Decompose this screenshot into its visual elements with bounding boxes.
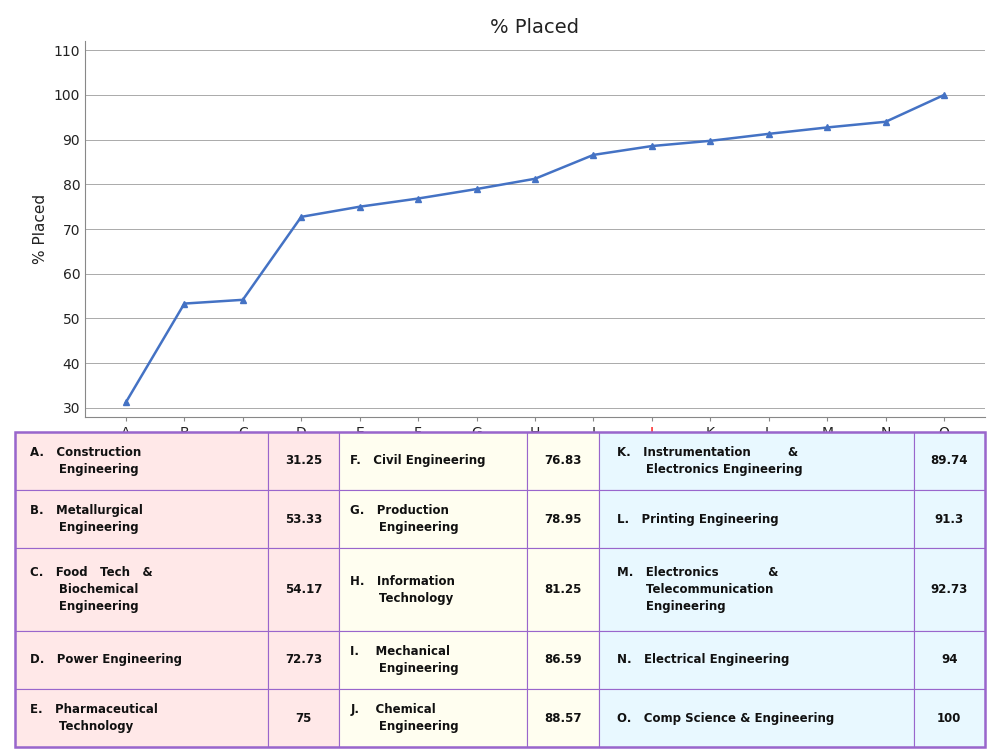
Text: 76.83: 76.83 xyxy=(544,454,582,467)
Text: 31.25: 31.25 xyxy=(285,454,322,467)
Text: 72.73: 72.73 xyxy=(285,653,322,666)
Text: 81.25: 81.25 xyxy=(544,583,582,596)
Text: A.   Construction
       Engineering: A. Construction Engineering xyxy=(30,446,141,476)
Text: 86.59: 86.59 xyxy=(544,653,582,666)
Text: O.   Comp Science & Engineering: O. Comp Science & Engineering xyxy=(617,712,835,725)
Text: 54.17: 54.17 xyxy=(285,583,322,596)
Text: 94: 94 xyxy=(941,653,958,666)
Text: D.   Power Engineering: D. Power Engineering xyxy=(30,653,182,666)
Text: F.   Civil Engineering: F. Civil Engineering xyxy=(350,454,486,467)
Text: 89.74: 89.74 xyxy=(931,454,968,467)
Title: % Placed: % Placed xyxy=(490,18,580,37)
Text: M.   Electronics            &
       Telecommunication
       Engineering: M. Electronics & Telecommunication Engin… xyxy=(617,566,779,613)
Text: L.   Printing Engineering: L. Printing Engineering xyxy=(617,513,779,526)
Text: 78.95: 78.95 xyxy=(544,513,582,526)
Text: C.   Food   Tech   &
       Biochemical
       Engineering: C. Food Tech & Biochemical Engineering xyxy=(30,566,153,613)
Text: K.   Instrumentation         &
       Electronics Engineering: K. Instrumentation & Electronics Enginee… xyxy=(617,446,803,476)
Text: 100: 100 xyxy=(937,712,962,725)
Text: N.   Electrical Engineering: N. Electrical Engineering xyxy=(617,653,790,666)
Text: I.    Mechanical
       Engineering: I. Mechanical Engineering xyxy=(350,645,459,675)
Y-axis label: % Placed: % Placed xyxy=(33,194,48,264)
Text: J.    Chemical
       Engineering: J. Chemical Engineering xyxy=(350,703,459,733)
Text: 53.33: 53.33 xyxy=(285,513,322,526)
Text: G.   Production
       Engineering: G. Production Engineering xyxy=(350,504,459,534)
Text: H.   Information
       Technology: H. Information Technology xyxy=(350,575,455,605)
Text: 92.73: 92.73 xyxy=(931,583,968,596)
Text: 88.57: 88.57 xyxy=(544,712,582,725)
Text: B.   Metallurgical
       Engineering: B. Metallurgical Engineering xyxy=(30,504,143,534)
Text: E.   Pharmaceutical
       Technology: E. Pharmaceutical Technology xyxy=(30,703,158,733)
Text: 75: 75 xyxy=(295,712,312,725)
Text: 91.3: 91.3 xyxy=(935,513,964,526)
